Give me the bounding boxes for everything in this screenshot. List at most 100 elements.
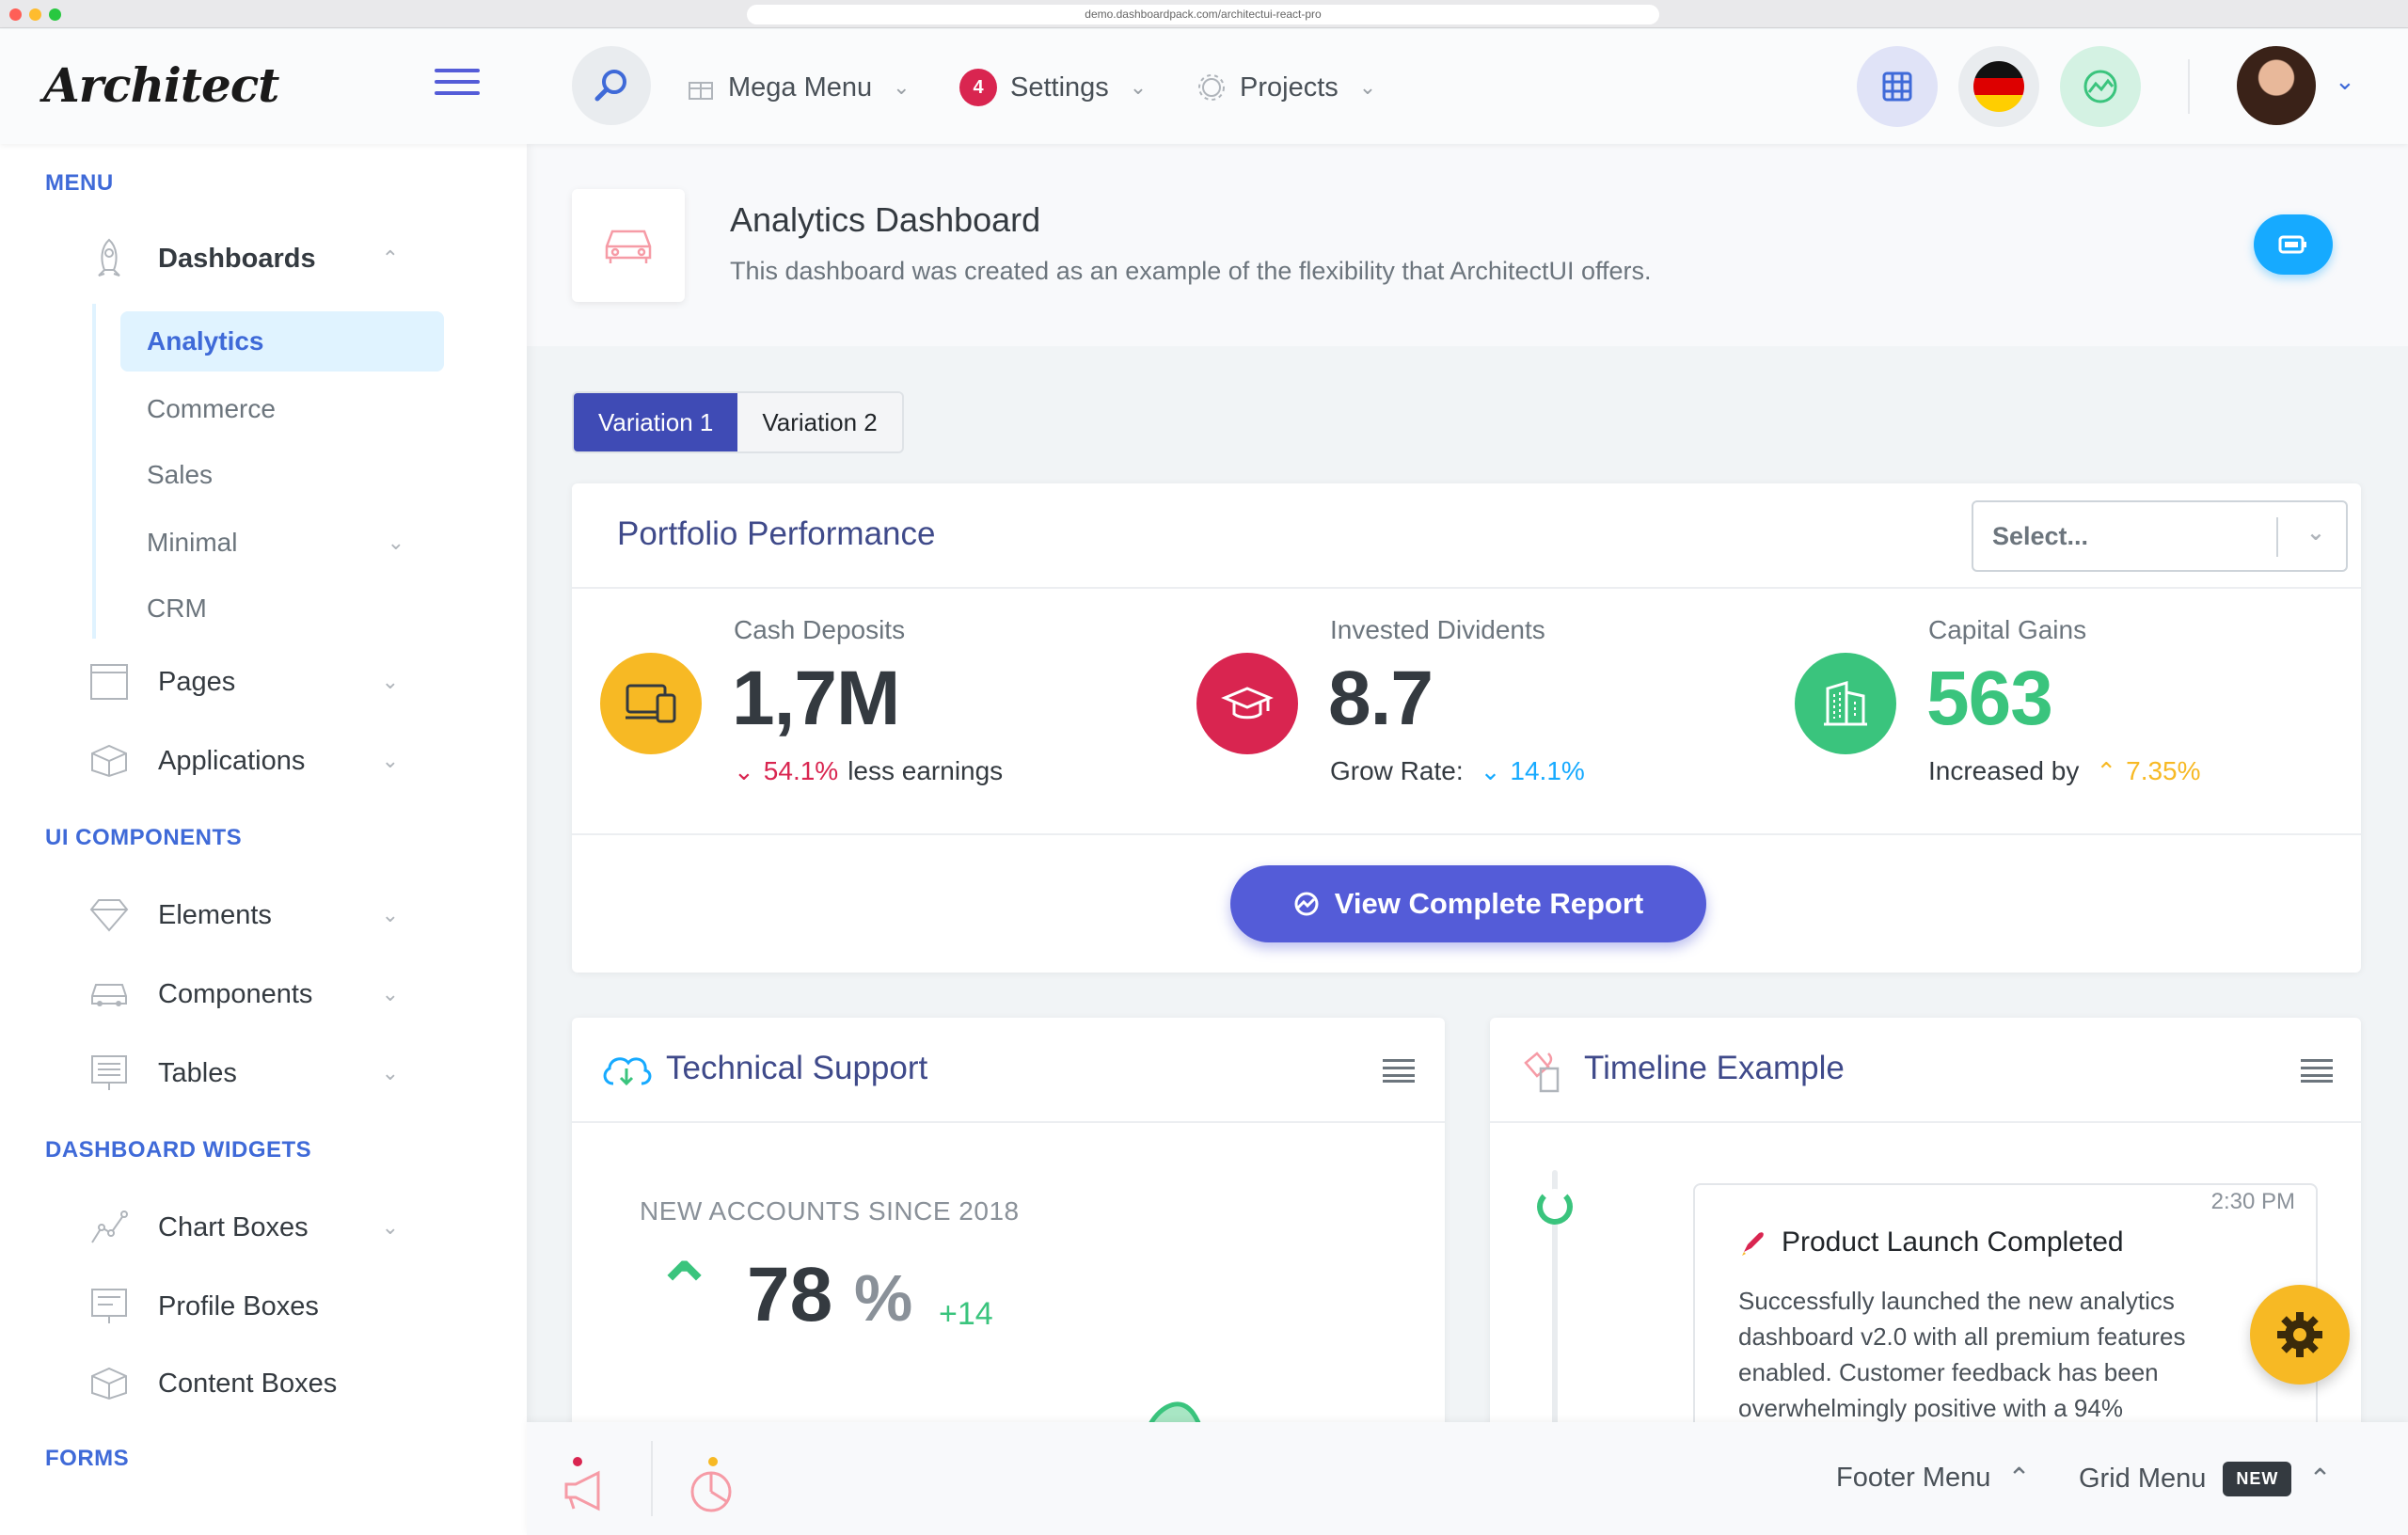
tab-variation-1[interactable]: Variation 1: [574, 393, 738, 451]
germany-flag-icon: [1973, 61, 2024, 112]
timeline-event-title: Product Launch Completed: [1782, 1226, 2124, 1258]
box-icon: [88, 740, 130, 782]
pie-chart-button[interactable]: [683, 1456, 739, 1512]
sidebar-sub-sales[interactable]: Sales: [147, 460, 214, 489]
support-value-number: 78: [747, 1252, 833, 1337]
avatar-chevron-down-icon[interactable]: ⌄: [2335, 67, 2355, 95]
pie-chart-icon: [690, 1457, 732, 1512]
page-title-icon-box: [572, 189, 685, 302]
stat-label: Capital Gains: [1928, 615, 2087, 644]
window-close-icon[interactable]: [9, 8, 22, 21]
variation-tabs: Variation 1 Variation 2: [572, 391, 904, 453]
sidebar-sub-crm[interactable]: CRM: [147, 593, 207, 623]
card-menu-icon[interactable]: [2301, 1059, 2333, 1083]
mega-menu-nav[interactable]: Mega Menu ⌄: [687, 67, 911, 108]
stat-invested-dividends: Invested Dividents 8.7 Grow Rate: ⌄ 14.1…: [1168, 615, 1751, 803]
portfolio-select[interactable]: Select... ⌄: [1972, 500, 2348, 572]
card-header-divider: [572, 587, 2361, 589]
search-button[interactable]: [572, 46, 651, 125]
view-complete-report-button[interactable]: View Complete Report: [1230, 865, 1706, 942]
chevron-down-icon: ⌄: [1129, 75, 1148, 99]
select-placeholder: Select...: [1992, 521, 2089, 550]
chart-circle-icon: [1294, 892, 1319, 916]
button-label: View Complete Report: [1334, 887, 1644, 920]
chevron-down-icon: ⌄: [381, 1215, 399, 1239]
header-divider: [2188, 59, 2190, 114]
stat-capital-gains: Capital Gains 563 Increased by ⌃ 7.35%: [1766, 615, 2350, 803]
activity-button[interactable]: [2060, 46, 2141, 127]
chevron-down-icon: ⌄: [1480, 756, 1501, 785]
rocket-icon: [1742, 1232, 1764, 1256]
grid-icon: [1882, 71, 1912, 102]
select-divider: [2276, 517, 2278, 557]
address-bar[interactable]: demo.dashboardpack.com/architectui-react…: [747, 5, 1659, 24]
megaphone-button[interactable]: [561, 1456, 617, 1512]
avatar[interactable]: [2237, 46, 2316, 125]
sidebar-sub-minimal[interactable]: Minimal ⌄: [120, 513, 444, 573]
card-body-divider: [572, 833, 2361, 835]
sidebar-item-components[interactable]: Components ⌄: [88, 966, 399, 1022]
chevron-down-icon: ⌄: [381, 982, 399, 1005]
settings-count-badge: 4: [959, 69, 997, 106]
stat-value: 563: [1926, 656, 2053, 741]
footer-menu-link[interactable]: Footer Menu ⌃: [1836, 1462, 2031, 1495]
sidebar-item-label: Tables: [158, 1057, 237, 1088]
grid-apps-button[interactable]: [1857, 46, 1938, 127]
window-maximize-icon[interactable]: [49, 8, 61, 21]
language-button[interactable]: [1958, 46, 2039, 127]
tab-variation-2[interactable]: Variation 2: [737, 393, 902, 451]
portfolio-performance-card: Portfolio Performance Select... ⌄ Cash D…: [572, 483, 2361, 973]
stat-label: Cash Deposits: [734, 615, 906, 644]
sidebar-item-content-boxes[interactable]: Content Boxes: [88, 1355, 399, 1412]
gift-icon: [689, 82, 713, 100]
card-menu-icon[interactable]: [1383, 1059, 1415, 1083]
stat-footer: ⌄ 54.1% less earnings: [734, 756, 1003, 786]
graduation-cap-icon: [1221, 687, 1274, 720]
window-minimize-icon[interactable]: [29, 8, 41, 21]
sidebar-item-chart-boxes[interactable]: Chart Boxes ⌄: [88, 1199, 399, 1256]
new-badge: NEW: [2223, 1462, 2292, 1496]
chevron-down-icon: ⌄: [381, 749, 399, 772]
grid-menu-link[interactable]: Grid Menu NEW ⌃: [2079, 1462, 2332, 1496]
sidebar-item-elements[interactable]: Elements ⌄: [88, 887, 399, 943]
cloud-download-icon: [603, 1057, 652, 1086]
sidebar-heading-menu: MENU: [45, 170, 114, 196]
page-action-button[interactable]: [2254, 214, 2333, 275]
activity-icon: [2083, 70, 2117, 103]
stat-icon-disc: [1795, 653, 1896, 754]
stat-delta: 54.1%: [763, 756, 839, 785]
sidebar-toggle-button[interactable]: [435, 69, 482, 97]
sidebar-heading-forms: FORMS: [45, 1446, 130, 1471]
support-value: 78 %: [747, 1251, 912, 1339]
gear-icon: [2277, 1312, 2322, 1357]
megaphone-icon: [564, 1457, 600, 1511]
stat-prefix: Grow Rate:: [1330, 756, 1464, 785]
theme-settings-button[interactable]: [2250, 1285, 2350, 1385]
sidebar-sub-analytics[interactable]: Analytics: [120, 311, 444, 372]
support-delta: +14: [939, 1296, 993, 1332]
support-value-unit: %: [854, 1261, 913, 1335]
card-header-divider: [1490, 1121, 2361, 1123]
sidebar-sub-commerce[interactable]: Commerce: [147, 394, 276, 423]
mega-menu-label: Mega Menu: [728, 71, 873, 103]
sidebar-item-label: Content Boxes: [158, 1368, 338, 1399]
projects-nav[interactable]: Projects ⌄: [1196, 67, 1376, 108]
browser-chrome: demo.dashboardpack.com/architectui-react…: [0, 0, 2408, 28]
sidebar-item-tables[interactable]: Tables ⌄: [88, 1045, 399, 1101]
stat-delta: 7.35%: [2126, 756, 2201, 785]
app-logo[interactable]: Architect: [43, 57, 279, 113]
timeline-event-heading: Product Launch Completed: [1738, 1226, 2124, 1258]
settings-nav[interactable]: 4 Settings ⌄: [959, 67, 1147, 108]
sidebar-sub-label: Minimal: [147, 528, 238, 557]
page-subtitle: This dashboard was created as an example…: [730, 257, 1652, 285]
sidebar-item-profile-boxes[interactable]: Profile Boxes: [88, 1278, 399, 1335]
car-icon: [88, 973, 130, 1015]
sidebar-heading-dashboard-widgets: DASHBOARD WIDGETS: [45, 1137, 312, 1163]
sidebar-item-applications[interactable]: Applications ⌄: [88, 733, 399, 789]
sidebar-heading-ui-components: UI COMPONENTS: [45, 825, 243, 850]
timeline-event-body: Successfully launched the new analytics …: [1738, 1287, 2186, 1422]
sidebar-item-dashboards[interactable]: Dashboards ⌃: [88, 230, 399, 287]
chevron-down-icon: ⌄: [734, 756, 754, 785]
card-title: Technical Support: [666, 1050, 928, 1086]
sidebar-item-pages[interactable]: Pages ⌄: [88, 654, 399, 710]
